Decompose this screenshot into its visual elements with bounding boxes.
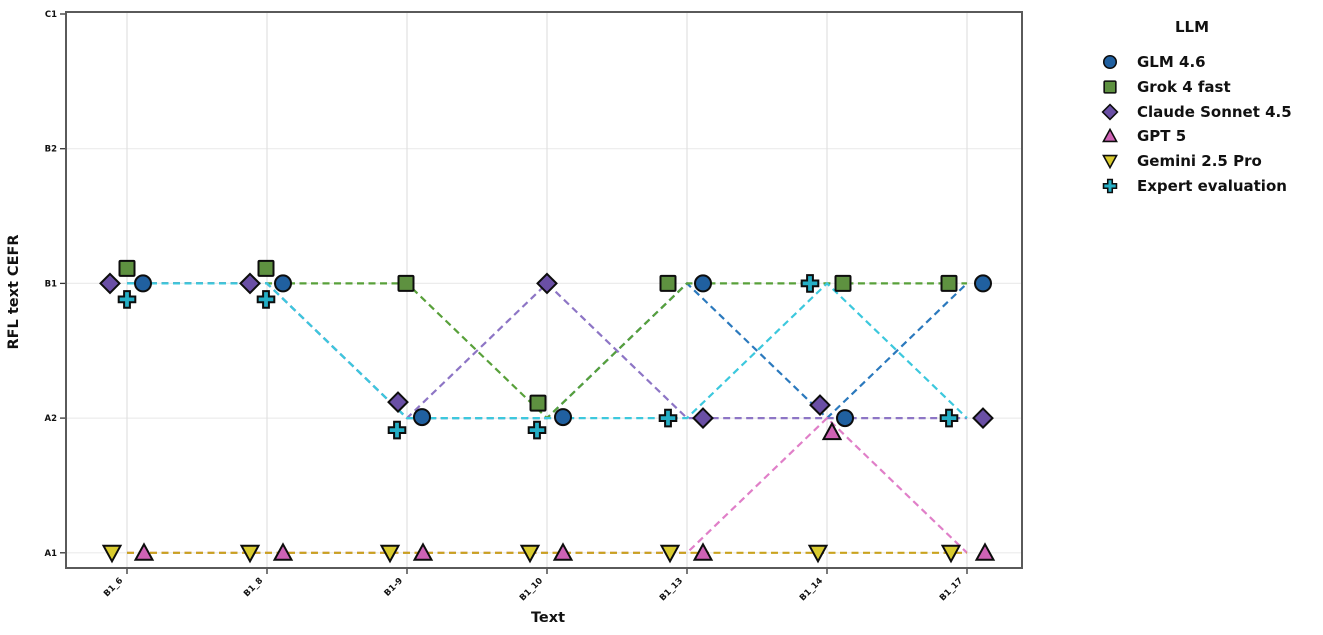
legend-marker-shape (1102, 128, 1118, 143)
legend: LLM GLM 4.6 Grok 4 fast Claude Sonnet 4.5 G… (1088, 16, 1296, 198)
marker-grok-4-fast-b1-10 (529, 394, 547, 412)
marker-claude-sonnet-4-5-b1-10 (536, 272, 558, 295)
marker-grok-4-fast-b1-14 (834, 274, 852, 292)
legend-item-glm-4-6: GLM 4.6 (1088, 50, 1296, 75)
plus-icon (1096, 175, 1124, 197)
marker-claude-sonnet-4-5-b1-8 (239, 272, 261, 295)
marker-claude-sonnet-4-5-b1-6 (99, 272, 121, 295)
legend-item-grok-4-fast: Grok 4 fast (1088, 75, 1296, 100)
x-axis-title: Text (531, 610, 565, 626)
marker-gemini-2-5-pro-b1-9 (379, 544, 401, 564)
x-tick-label: B1_17 (938, 576, 965, 603)
legend-label: GLM 4.6 (1137, 53, 1206, 72)
marker-grok-4-fast-b1-6 (118, 259, 136, 277)
legend-marker-triangle-up-icon (1102, 128, 1118, 143)
marker-gpt-5-b1-8 (272, 542, 294, 561)
marker-expert-evaluation-b1-9 (387, 420, 407, 440)
marker-gpt-5-b1-14 (821, 421, 843, 441)
plot-frame (65, 11, 1023, 569)
marker-grok-4-fast-b1-17 (940, 274, 958, 292)
legend-label: Claude Sonnet 4.5 (1137, 102, 1292, 121)
legend-marker-shape (1101, 103, 1119, 121)
marker-claude-sonnet-4-5-b1-14 (809, 394, 831, 417)
marker-glm-4-6-b1-17 (974, 274, 992, 293)
marker-grok-4-fast-b1-13 (659, 274, 677, 292)
x-tick-label: B1_14 (798, 576, 825, 603)
legend-marker-shape (1102, 55, 1118, 70)
legend-marker-shape (1102, 154, 1118, 170)
marker-expert-evaluation-b1-13 (658, 408, 678, 428)
marker-glm-4-6-b1-8 (274, 274, 292, 293)
diamond-icon (1096, 101, 1124, 123)
legend-marker-shape (1102, 178, 1118, 194)
marker-glm-4-6-b1-10 (554, 408, 572, 427)
marker-expert-evaluation-b1-8 (256, 290, 276, 309)
marker-grok-4-fast-b1-9 (397, 274, 415, 292)
legend-item-expert-evaluation: Expert evaluation (1088, 173, 1296, 198)
legend-marker-shape (1103, 80, 1117, 94)
x-tick-label: B1_10 (518, 576, 545, 603)
square-icon (1096, 76, 1124, 98)
legend-label: Gemini 2.5 Pro (1137, 152, 1262, 171)
x-tick-label: B1_6 (102, 576, 125, 599)
marker-glm-4-6-b1-13 (694, 274, 712, 293)
legend-item-gpt-5: GPT 5 (1088, 124, 1296, 149)
legend-marker-plus-icon (1102, 178, 1118, 194)
x-tick-label: B1_13 (658, 576, 685, 603)
legend-label: Expert evaluation (1137, 176, 1287, 195)
series-line-expert-evaluation (127, 281, 968, 420)
legend-label: GPT 5 (1137, 127, 1187, 146)
x-tick-label: B1_8 (242, 576, 265, 599)
x-tick-label: B1-9 (383, 576, 406, 599)
y-tick-label: A1 (45, 549, 58, 559)
legend-label: Grok 4 fast (1137, 78, 1231, 97)
y-tick-label: B1 (45, 279, 57, 289)
marker-gemini-2-5-pro-b1-17 (940, 544, 962, 564)
legend-marker-circle-icon (1102, 55, 1118, 70)
marker-gpt-5-b1-10 (552, 542, 574, 561)
marker-expert-evaluation-b1-14 (800, 274, 820, 293)
marker-gpt-5-b1-9 (412, 542, 434, 561)
y-tick-label: B2 (45, 145, 57, 155)
triangle-up-icon (1096, 125, 1124, 147)
marker-gemini-2-5-pro-b1-6 (101, 544, 123, 564)
legend-marker-square-icon (1103, 80, 1117, 94)
y-tick-label: A2 (45, 414, 58, 424)
marker-glm-4-6-b1-9 (413, 408, 431, 427)
circle-icon (1096, 51, 1124, 73)
legend-items: GLM 4.6 Grok 4 fast Claude Sonnet 4.5 GPT 5… (1088, 50, 1296, 198)
marker-glm-4-6-b1-6 (134, 274, 152, 293)
marker-expert-evaluation-b1-10 (527, 420, 547, 440)
marker-gemini-2-5-pro-b1-14 (807, 544, 829, 564)
marker-claude-sonnet-4-5-b1-17 (972, 407, 994, 430)
marker-gemini-2-5-pro-b1-8 (239, 544, 261, 564)
marker-grok-4-fast-b1-8 (257, 259, 275, 277)
marker-gpt-5-b1-17 (974, 542, 996, 561)
marker-gpt-5-b1-13 (692, 542, 714, 561)
legend-item-claude-sonnet-4-5: Claude Sonnet 4.5 (1088, 99, 1296, 124)
marker-gemini-2-5-pro-b1-10 (519, 544, 541, 564)
legend-marker-diamond-icon (1101, 103, 1119, 121)
marker-expert-evaluation-b1-6 (117, 290, 137, 309)
y-axis-title: RFL text CEFR (6, 234, 22, 349)
legend-marker-triangle-down-icon (1102, 154, 1118, 170)
marker-claude-sonnet-4-5-b1-9 (387, 391, 409, 414)
y-tick-label: C1 (45, 10, 57, 20)
marker-claude-sonnet-4-5-b1-13 (692, 407, 714, 430)
marker-gemini-2-5-pro-b1-13 (659, 544, 681, 564)
legend-item-gemini-2-5-pro: Gemini 2.5 Pro (1088, 149, 1296, 174)
marker-gpt-5-b1-6 (133, 542, 155, 561)
marker-expert-evaluation-b1-17 (939, 408, 959, 428)
marker-glm-4-6-b1-14 (836, 409, 854, 428)
triangle-down-icon (1096, 150, 1124, 172)
legend-title: LLM (1174, 18, 1210, 36)
